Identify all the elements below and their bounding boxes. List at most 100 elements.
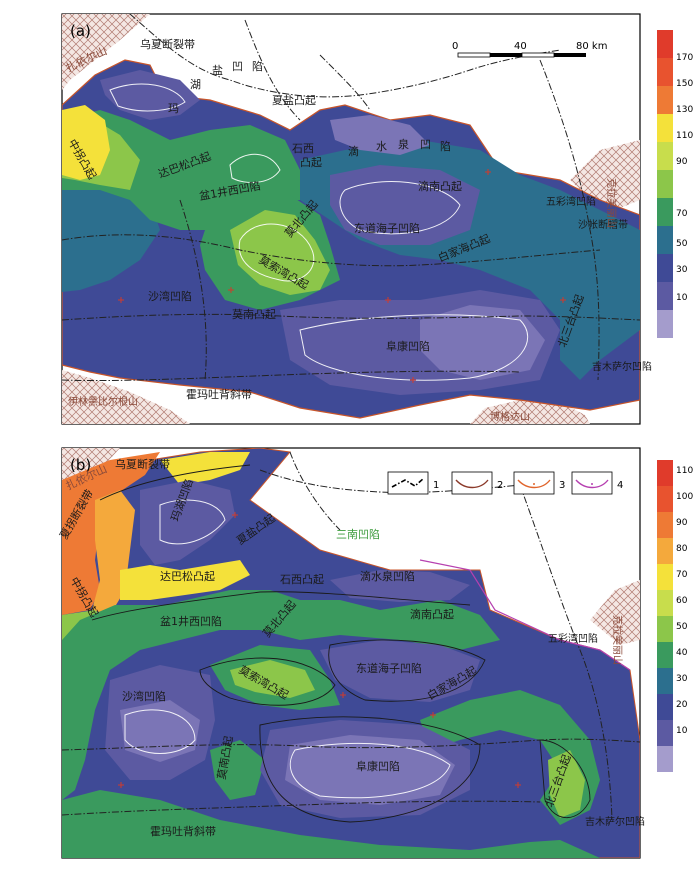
cb-b-80: 80: [676, 544, 688, 554]
label-fukang: 阜康凹陷: [386, 339, 430, 353]
mountain-kelameili: [570, 140, 640, 210]
contour-band-a-yellow: [62, 105, 110, 180]
contour-band-b-yellow-2: [160, 452, 250, 485]
contour-band-a-purple-5: [330, 115, 430, 155]
cb-b-30: 30: [676, 674, 688, 684]
colorbar-b: 110 100 90 80 70 60 50 40 30 20 10: [657, 460, 693, 772]
label-xian: 陷: [252, 59, 263, 73]
contour-band-b-lime-1: [230, 660, 315, 698]
legend-b: 1 2 3 4: [387, 471, 623, 495]
contour-band-b-purple-3: [120, 700, 200, 762]
boundary-purple-b: [419, 559, 631, 671]
label-b-huomatu: 霍玛吐背斜带: [150, 824, 216, 838]
label-shixi-tuqi: 凸起: [300, 156, 322, 169]
label-b-shixi: 石西凸起: [280, 573, 324, 586]
label-ao: 凹: [232, 60, 243, 73]
label-xian2: 陷: [440, 139, 451, 153]
contour-lines-a: [109, 83, 529, 381]
contour-lines-b-black: [91, 464, 591, 823]
contour-band-b-yellow-1: [120, 560, 250, 600]
panel-a: (a) 0 40 80 km 乌夏断裂带 扎依尔山 中拐凸起 达巴松凸起 玛 湖…: [0, 0, 700, 430]
label-wucaiwan: 五彩湾凹陷: [546, 195, 596, 208]
contour-band-b-green-2: [62, 590, 500, 800]
cb-b-60: 60: [676, 596, 688, 606]
cb-a-30: 30: [676, 265, 688, 275]
panel-b: (b) 1 2 3 4 乌夏断裂带 扎依尔山 夏拐断裂带 中拐凸起 达巴松凸起 …: [0, 440, 700, 870]
label-b-dongdaohaizi: 东道海子凹陷: [356, 661, 422, 675]
contour-band-b-green-6: [210, 740, 265, 800]
label-kelameili: 克拉美丽山: [605, 178, 618, 228]
cb-a-10: 10: [676, 293, 688, 303]
contour-band-b-purple-1: [140, 480, 235, 565]
contour-band-a-purple-1: [100, 70, 200, 120]
legend-item-3: 3: [559, 480, 565, 491]
cb-a-170: 170: [676, 53, 693, 63]
cb-a-110: 110: [676, 131, 693, 141]
label-ma: 玛: [168, 102, 179, 115]
label-yan: 盐: [212, 64, 223, 77]
cb-b-110: 110: [676, 466, 693, 476]
label-di: 滴: [348, 144, 359, 158]
label-ao2: 凹: [420, 138, 431, 151]
scale-tick-80: 80 km: [576, 41, 607, 52]
label-hu: 湖: [190, 78, 201, 91]
label-quan: 泉: [398, 137, 409, 151]
legend-item-4: 4: [617, 480, 623, 491]
panel-label-a: (a): [70, 22, 91, 40]
cb-b-40: 40: [676, 648, 688, 658]
label-b-shawan: 沙湾凹陷: [122, 689, 166, 703]
label-shui: 水: [376, 140, 387, 153]
label-b-wucaiwan: 五彩湾凹陷: [548, 632, 598, 645]
contour-band-a-lime: [230, 210, 330, 295]
contour-band-a-purple-2: [330, 165, 480, 245]
label-b-jimusaer: 吉木萨尔凹陷: [585, 815, 645, 828]
label-b-pen1jingxi: 盆1井西凹陷: [160, 614, 222, 628]
contour-band-b-purple-5: [285, 735, 455, 805]
label-xiayan: 夏盐凸起: [272, 94, 316, 107]
fault-lines-a: [62, 14, 640, 382]
label-dongdaohaizi: 东道海子凹陷: [354, 221, 420, 235]
scale-tick-0: 0: [452, 41, 458, 52]
label-b-dishuiquan: 滴水泉凹陷: [360, 569, 415, 583]
panel-label-b: (b): [70, 456, 91, 474]
legend-item-1: 1: [433, 480, 439, 491]
label-b-dabasong: 达巴松凸起: [160, 569, 215, 583]
cb-a-50: 50: [676, 239, 688, 249]
label-shazhang: 沙帐断褶带: [578, 218, 628, 231]
well-markers-b: [118, 512, 521, 788]
map-b: (b) 1 2 3 4 乌夏断裂带 扎依尔山 夏拐断裂带 中拐凸起 达巴松凸起 …: [56, 447, 693, 859]
contour-lines-b-white: [124, 499, 451, 799]
scale-tick-40: 40: [514, 41, 527, 52]
map-a: (a) 0 40 80 km 乌夏断裂带 扎依尔山 中拐凸起 达巴松凸起 玛 湖…: [61, 13, 693, 425]
label-b-kelameili: 克拉美丽山: [611, 615, 624, 665]
label-bogda: 博格达山: [490, 410, 530, 423]
cb-b-70: 70: [676, 570, 688, 580]
contour-band-b-purple-7: [330, 570, 470, 602]
label-b-wuxia: 乌夏断裂带: [115, 457, 170, 471]
label-shixi: 石西: [292, 142, 314, 155]
legend-item-2: 2: [497, 480, 503, 491]
contour-band-b-green-5: [62, 790, 600, 858]
cb-b-10: 10: [676, 726, 688, 736]
contour-band-b-orange: [62, 452, 160, 615]
label-monan: 莫南凸起: [232, 308, 276, 321]
cb-b-90: 90: [676, 518, 688, 528]
label-wuxia: 乌夏断裂带: [140, 37, 195, 51]
mountain-yilin: [62, 370, 190, 424]
label-b-fukang: 阜康凹陷: [356, 759, 400, 773]
label-shawan: 沙湾凹陷: [148, 289, 192, 303]
mountain-zhayier: [62, 14, 150, 90]
colorbar-a: 170 150 130 110 90 70 50 30 10: [657, 30, 693, 338]
contour-band-b-lime-2: [548, 750, 585, 818]
label-b-sannan: 三南凹陷: [336, 527, 380, 541]
cb-b-50: 50: [676, 622, 688, 632]
well-markers-a: [118, 169, 566, 383]
cb-a-90: 90: [676, 157, 688, 167]
cb-b-100: 100: [676, 492, 693, 502]
mountain-kelameili-b: [590, 580, 640, 645]
cb-b-20: 20: [676, 700, 688, 710]
label-b-dinan: 滴南凸起: [410, 607, 454, 621]
label-jimusaer: 吉木萨尔凹陷: [592, 360, 652, 373]
label-huomatu: 霍玛吐背斜带: [186, 387, 252, 401]
label-yilin: 伊林黑比尔根山: [68, 395, 138, 408]
